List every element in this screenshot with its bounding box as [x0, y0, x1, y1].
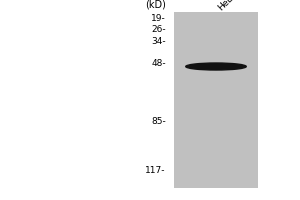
Text: HeLa: HeLa: [216, 0, 239, 12]
Text: 19-: 19-: [151, 14, 166, 23]
Text: 85-: 85-: [151, 117, 166, 126]
Text: 34-: 34-: [151, 37, 166, 46]
Text: (kD): (kD): [145, 0, 166, 10]
Text: 48-: 48-: [151, 59, 166, 68]
Text: 26-: 26-: [151, 25, 166, 34]
Ellipse shape: [186, 63, 246, 70]
Text: 117-: 117-: [146, 166, 166, 175]
